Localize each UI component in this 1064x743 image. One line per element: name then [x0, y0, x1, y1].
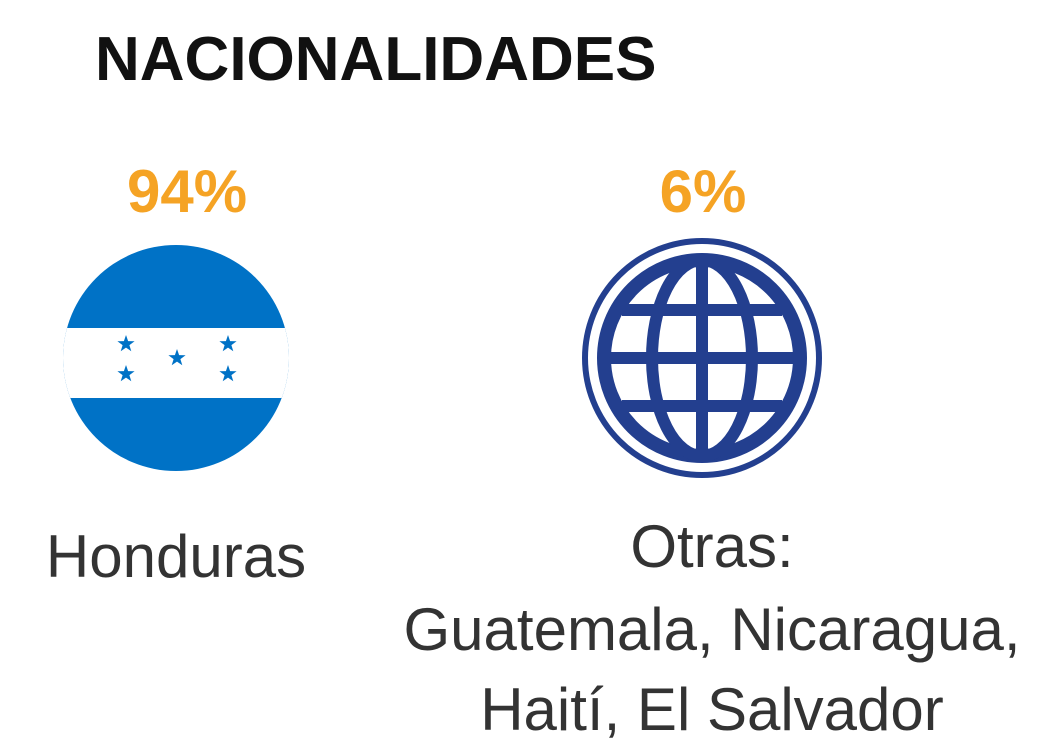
label: Guatemala, Nicaragua, — [404, 596, 1021, 663]
title: NACIONALIDADES — [95, 25, 656, 94]
globe-icon — [582, 238, 822, 478]
label: Otras: — [630, 513, 793, 580]
percent: 6% — [660, 158, 747, 225]
label: Haití, El Salvador — [480, 676, 944, 743]
honduras-flag — [63, 245, 289, 471]
label: Honduras — [46, 523, 306, 590]
percent: 94% — [127, 158, 247, 225]
